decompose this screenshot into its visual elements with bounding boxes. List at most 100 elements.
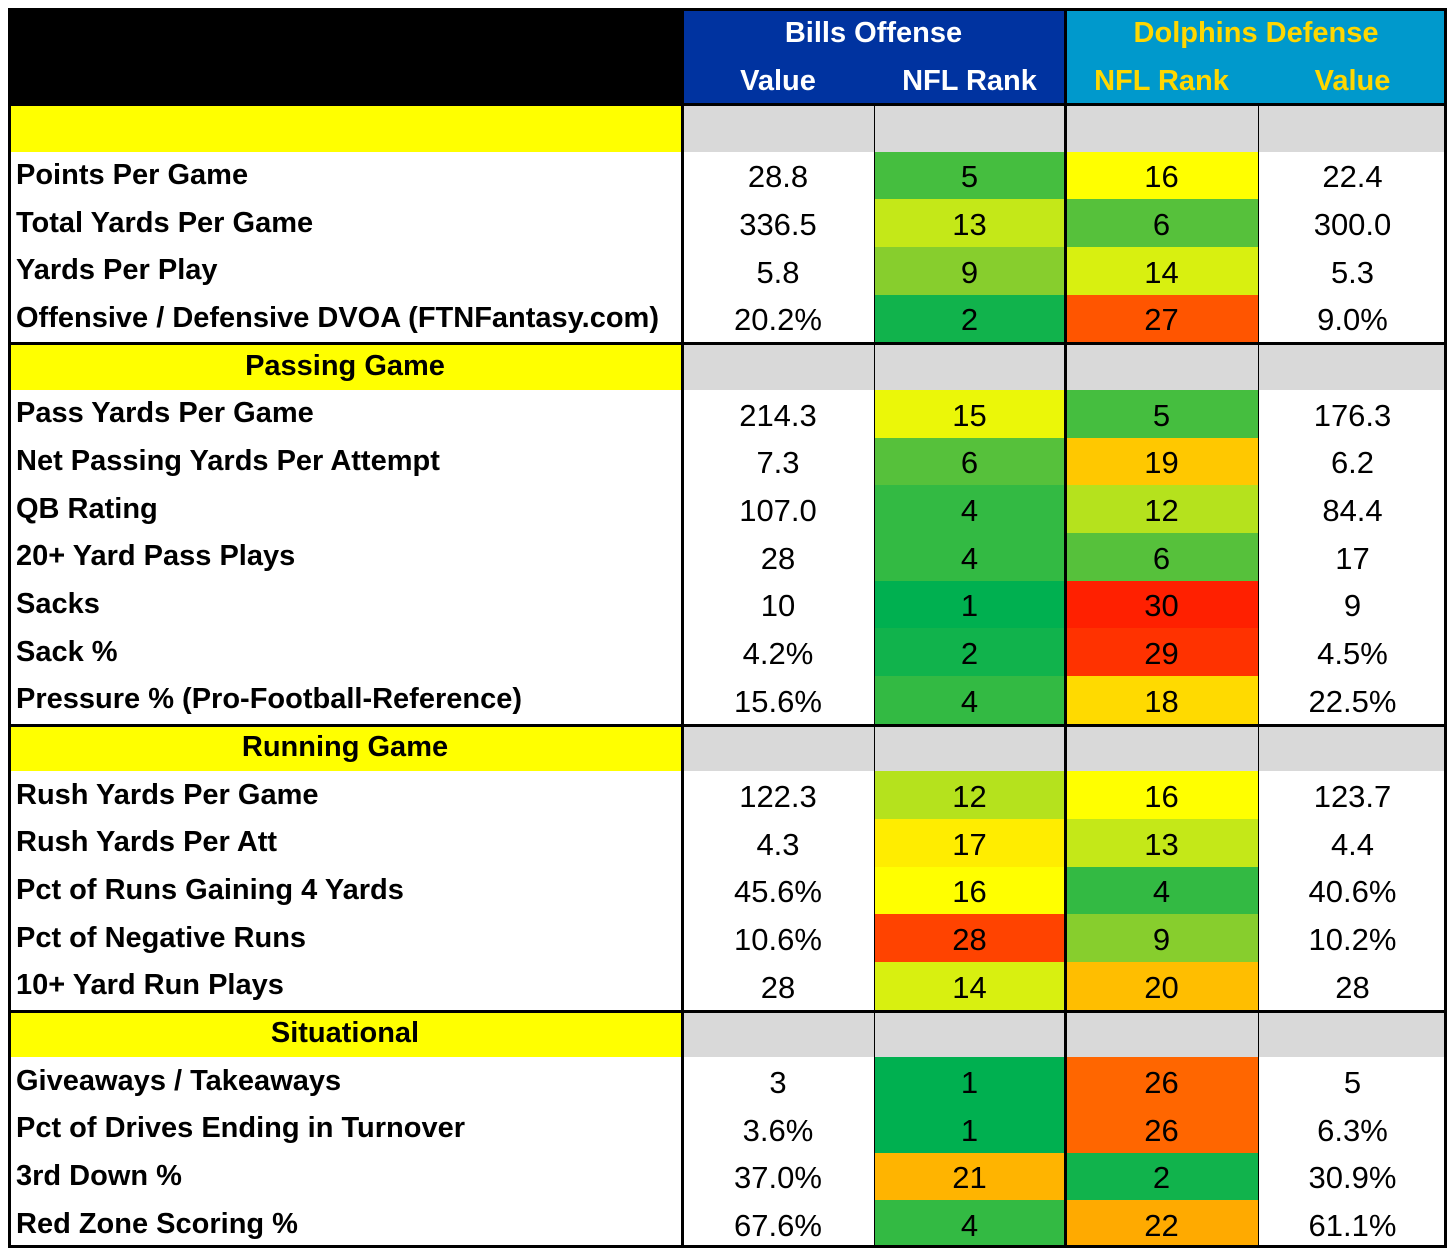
dolphins-defense-header — [1065, 8, 1447, 104]
row-divider — [8, 8, 1447, 11]
dolphins-value-cell: 17 — [1335, 540, 1370, 576]
stat-label: QB Rating — [16, 492, 158, 525]
dolphins-value-cell: 5.3 — [1330, 254, 1375, 290]
stat-label: Pct of Runs Gaining 4 Yards — [16, 873, 404, 906]
dolphins-value-cell: 84.4 — [1322, 493, 1383, 529]
matchup-stats-table: Bills Offense Dolphins Defense Value NFL Ra… — [8, 8, 1447, 1248]
bills-value-cell: 4.2% — [742, 636, 814, 672]
rank-column-edge — [874, 104, 875, 1248]
dolphins-rank-column-header: NFL Rank — [1094, 64, 1229, 97]
bills-value-cell: 28 — [760, 969, 796, 1005]
bills-value-cell: 107.0 — [739, 493, 817, 529]
dolphins-value-cell: 22.5% — [1308, 683, 1397, 719]
dolphins-rank-cell: 20 — [1065, 962, 1258, 1010]
stat-label: Sack % — [16, 635, 118, 668]
bills-value-cell: 336.5 — [739, 207, 817, 243]
dolphins-rank-cell: 14 — [1065, 247, 1258, 295]
dolphins-rank-cell: 5 — [1065, 390, 1258, 438]
bills-value-cell: 7.3 — [756, 445, 800, 481]
dolphins-rank-cell: 12 — [1065, 485, 1258, 533]
bills-value-column-header: Value — [740, 64, 816, 97]
dolphins-rank-cell: 9 — [1065, 914, 1258, 962]
dolphins-value-cell: 123.7 — [1313, 779, 1392, 815]
bills-rank-column-header: NFL Rank — [902, 64, 1037, 97]
dolphins-rank-cell: 6 — [1065, 199, 1258, 247]
dolphins-value-column-header: Value — [1314, 64, 1391, 97]
dolphins-value-cell: 4.4 — [1330, 826, 1375, 862]
stat-label: 3rd Down % — [16, 1159, 182, 1192]
dolphins-rank-cell: 29 — [1065, 628, 1258, 676]
dolphins-rank-cell: 4 — [1065, 866, 1258, 915]
dolphins-value-cell: 61.1% — [1308, 1208, 1397, 1244]
label-column-divider — [681, 8, 684, 1248]
bills-value-cell: 3.6% — [742, 1112, 814, 1148]
bills-rank-cell: 4 — [874, 1200, 1065, 1248]
bills-rank-cell: 17 — [874, 819, 1065, 867]
stat-label: Total Yards Per Game — [16, 206, 314, 239]
dolphins-rank-cell: 6 — [1065, 533, 1258, 581]
dolphins-value-cell: 22.4 — [1322, 159, 1383, 195]
stat-label: Pass Yards Per Game — [16, 397, 314, 430]
bills-value-cell: 10.6% — [734, 922, 822, 958]
bills-value-cell: 67.6% — [734, 1208, 822, 1244]
dolphins-rank-cell: 22 — [1065, 1200, 1258, 1248]
dolphins-rank-cell: 26 — [1065, 1057, 1258, 1105]
dolphins-value-cell: 6.3% — [1317, 1112, 1388, 1148]
bills-value-cell: 4.3 — [756, 826, 800, 862]
bills-value-cell: 214.3 — [739, 397, 817, 433]
bills-rank-cell: 9 — [874, 247, 1065, 295]
bills-rank-cell: 1 — [874, 580, 1065, 629]
section-title: Running Game — [8, 723, 682, 772]
stat-label: Pct of Negative Runs — [16, 921, 307, 954]
bills-rank-cell: 1 — [874, 1105, 1065, 1153]
bills-value-cell: 15.6% — [734, 683, 822, 719]
stat-label: Red Zone Scoring % — [16, 1207, 298, 1240]
bills-rank-cell: 14 — [874, 962, 1065, 1010]
row-divider — [8, 1245, 1447, 1248]
stat-label: Offensive / Defensive DVOA (FTNFantasy.c… — [16, 301, 659, 334]
dolphins-rank-cell: 19 — [1065, 437, 1258, 486]
bills-rank-cell: 15 — [874, 390, 1065, 438]
team-divider — [1064, 8, 1067, 1248]
section-title: Situational — [8, 1009, 682, 1058]
bills-value-cell: 20.2% — [734, 302, 822, 338]
bills-rank-cell: 28 — [874, 914, 1065, 962]
dolphins-rank-cell: 18 — [1065, 676, 1258, 724]
dolphins-value-cell: 176.3 — [1313, 397, 1392, 433]
stat-label: Sacks — [16, 587, 100, 620]
bills-offense-title: Bills Offense — [784, 16, 963, 49]
dolphins-rank-cell: 16 — [1065, 771, 1258, 819]
table-left-border — [8, 8, 11, 1248]
dolphins-rank-cell: 2 — [1065, 1152, 1258, 1201]
stat-label: 20+ Yard Pass Plays — [16, 540, 296, 573]
dolphins-rank-cell: 30 — [1065, 580, 1258, 629]
stat-label: Net Passing Yards Per Attempt — [16, 444, 440, 477]
dolphins-rank-cell: 13 — [1065, 819, 1258, 867]
dolphins-value-cell: 40.6% — [1308, 874, 1397, 910]
bills-rank-cell: 2 — [874, 294, 1065, 343]
row-divider — [8, 342, 1447, 345]
row-divider — [8, 724, 1447, 727]
section-title — [8, 104, 682, 152]
bills-value-cell: 3 — [769, 1065, 787, 1101]
dolphins-value-cell: 6.2 — [1330, 445, 1375, 481]
table-right-border — [1444, 8, 1447, 1248]
bills-rank-cell: 6 — [874, 437, 1065, 486]
stat-label: Rush Yards Per Att — [16, 826, 278, 859]
bills-rank-cell: 12 — [874, 771, 1065, 819]
dolphins-defense-title: Dolphins Defense — [1133, 16, 1379, 49]
dolphins-value-cell: 9.0% — [1317, 302, 1388, 338]
bills-value-cell: 37.0% — [734, 1160, 822, 1196]
bills-offense-header — [682, 8, 1065, 104]
stat-label: 10+ Yard Run Plays — [16, 969, 284, 1002]
dolphins-value-cell: 5 — [1343, 1065, 1362, 1101]
dolphins-rank-cell: 27 — [1065, 294, 1258, 343]
bills-rank-cell: 4 — [874, 485, 1065, 533]
stat-label: Yards Per Play — [16, 254, 218, 287]
header-corner — [8, 8, 682, 104]
bills-rank-cell: 16 — [874, 866, 1065, 915]
dolphins-value-cell: 30.9% — [1308, 1160, 1397, 1196]
bills-value-cell: 10 — [760, 588, 796, 624]
section-title: Passing Game — [8, 342, 682, 390]
bills-rank-cell: 2 — [874, 628, 1065, 676]
